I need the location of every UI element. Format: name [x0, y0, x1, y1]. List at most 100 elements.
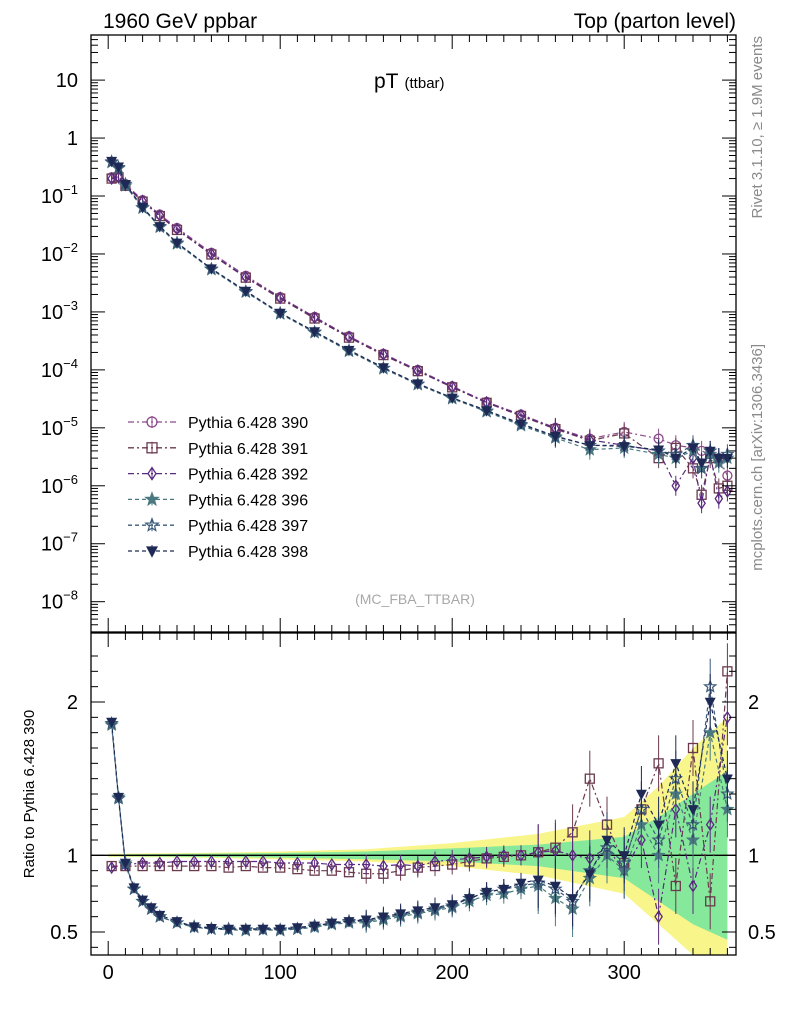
data-point	[653, 445, 665, 456]
ratio-point	[274, 924, 286, 936]
ratio-point	[482, 850, 491, 864]
ratio-point	[463, 894, 475, 905]
data-point	[113, 162, 125, 173]
ratio-y-tick-label: 0.5	[50, 922, 78, 944]
ratio-point	[396, 857, 405, 872]
data-point	[379, 347, 388, 361]
ratio-point	[705, 818, 715, 832]
ratio-point	[172, 854, 182, 869]
y-tick-label: 10−1	[41, 182, 78, 208]
ratio-panel: 0.5 0.5 1 1 2 2 0 100 200 300 Ratio to Pythia 6.4…	[21, 632, 776, 984]
data-point	[412, 379, 424, 390]
data-point	[377, 363, 389, 374]
legend-marker	[144, 516, 160, 532]
y-tick-label: 10−3	[41, 298, 78, 324]
series-6	[106, 156, 733, 473]
main-axis-ticks: 10 1 10−1 10−2 10−3 10−4 10−5 10−6 10−7 10−8	[41, 35, 736, 633]
ratio-point	[189, 854, 199, 869]
data-point	[704, 446, 716, 458]
ratio-point	[326, 918, 338, 930]
header-right: Top (parton level)	[574, 10, 736, 33]
x-tick-label: 300	[608, 962, 641, 984]
ratio-point	[584, 773, 595, 784]
data-point	[205, 264, 217, 275]
ratio-point	[515, 878, 527, 890]
ratio-point	[309, 921, 321, 933]
series-line	[111, 176, 728, 504]
ratio-point	[551, 844, 560, 858]
main-frame	[90, 34, 737, 633]
ratio-point	[138, 856, 147, 870]
ratio-point	[465, 851, 474, 865]
series-1	[106, 171, 733, 486]
ratio-y-tick-label-right: 1	[748, 845, 759, 867]
ratio-point	[205, 923, 217, 935]
ratio-point	[447, 853, 457, 867]
ratio-point	[687, 742, 699, 754]
legend-entry: Pythia 6.428 398	[128, 544, 308, 561]
header-left: 1960 GeV ppbar	[103, 10, 257, 33]
ratio-point	[293, 856, 302, 870]
data-point	[549, 431, 561, 443]
ratio-point	[171, 917, 183, 928]
ratio-point	[309, 865, 320, 876]
ratio-point	[498, 884, 510, 896]
ratio-point	[412, 906, 424, 917]
data-point	[618, 442, 630, 453]
x-tick-label: 0	[103, 962, 114, 984]
legend-label: Pythia 6.428 397	[188, 518, 308, 535]
ratio-point	[705, 896, 716, 907]
data-point	[240, 286, 252, 298]
ratio-point	[688, 879, 698, 893]
data-point	[670, 453, 682, 465]
ratio-point	[446, 900, 458, 911]
ratio-point	[207, 854, 216, 869]
data-point	[207, 247, 216, 261]
ratio-point	[601, 835, 613, 847]
y-tick-label: 10−2	[41, 240, 78, 266]
ratio-plot-area	[91, 643, 736, 955]
y-tick-label: 10−4	[41, 356, 78, 382]
y-tick-label: 10−7	[41, 530, 78, 556]
ratio-point	[723, 710, 732, 724]
ratio-point	[499, 848, 509, 862]
ratio-point	[137, 895, 149, 907]
ratio-point	[145, 903, 157, 914]
legend-entry: Pythia 6.428 396	[128, 491, 308, 509]
data-point	[413, 364, 423, 378]
rivet-version-label: Rivet 3.1.10, ≥ 1.9M events	[749, 36, 766, 219]
ratio-y-tick-label-right: 2	[748, 692, 759, 714]
data-point	[172, 222, 182, 236]
main-plot-area	[104, 154, 735, 514]
data-point	[344, 330, 354, 344]
legend-label: Pythia 6.428 398	[188, 544, 308, 561]
ratio-point	[155, 856, 165, 870]
ratio-point	[516, 848, 526, 862]
data-point	[584, 441, 596, 452]
data-point	[696, 458, 708, 469]
ratio-point	[687, 805, 699, 816]
ratio-point	[128, 883, 140, 894]
data-point	[446, 393, 458, 405]
ratio-series-line	[111, 724, 728, 932]
ratio-point	[241, 854, 251, 869]
y-tick-label: 10−5	[41, 414, 78, 440]
ratio-point	[275, 856, 285, 870]
ratio-point	[377, 912, 389, 923]
legend-label: Pythia 6.428 391	[188, 441, 308, 458]
data-point	[107, 171, 117, 186]
data-point	[309, 327, 321, 338]
ratio-point	[549, 881, 561, 893]
main-title-main: pT	[374, 70, 399, 93]
ratio-point	[584, 869, 596, 880]
ratio-point	[258, 854, 268, 869]
ratio-point	[379, 859, 388, 873]
data-point	[671, 479, 681, 493]
y-tick-label: 10−6	[41, 472, 78, 498]
analysis-watermark: (MC_FBA_TTBAR)	[355, 591, 475, 607]
ratio-point	[653, 820, 665, 831]
x-tick-label: 200	[436, 962, 469, 984]
ratio-point	[721, 774, 733, 785]
data-point	[343, 345, 355, 357]
